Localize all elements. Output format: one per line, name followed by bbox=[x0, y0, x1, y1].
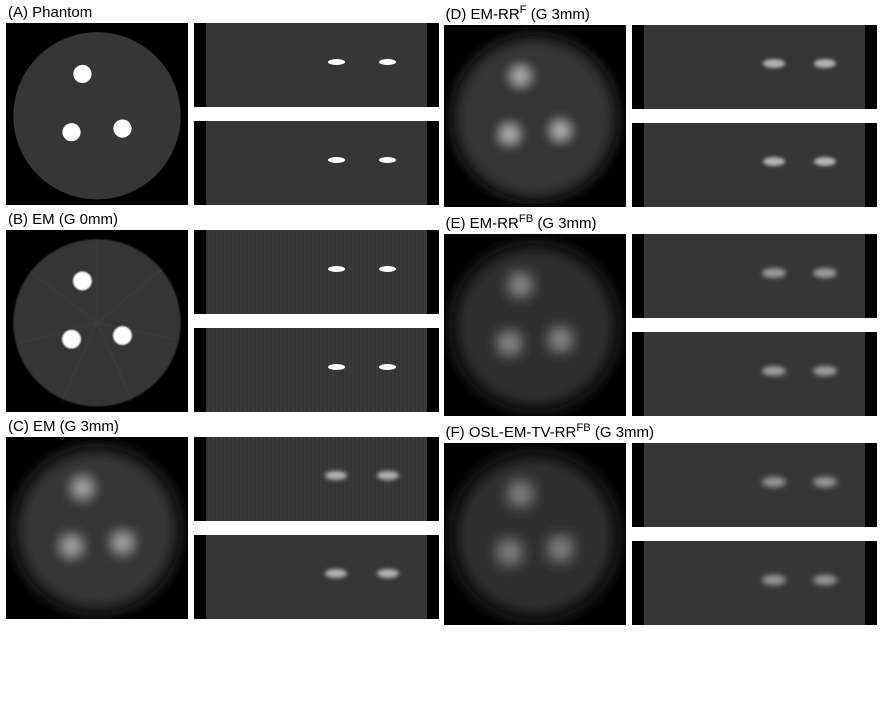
slice-top bbox=[194, 437, 439, 521]
panel-E: (E) EM-RRFB (G 3mm) bbox=[444, 213, 882, 416]
panel-B-slices bbox=[194, 230, 444, 412]
slice-lesion-0 bbox=[762, 575, 786, 585]
panel-A: (A) Phantom bbox=[6, 4, 444, 205]
panel-A-axial bbox=[6, 23, 188, 205]
panel-C-label: (C) EM (G 3mm) bbox=[8, 418, 444, 435]
panel-A-slices bbox=[194, 23, 444, 205]
slice-lesion-0 bbox=[328, 157, 345, 163]
panel-F: (F) OSL-EM-TV-RRFB (G 3mm) bbox=[444, 422, 882, 625]
slice-bg-streak bbox=[206, 230, 427, 314]
slice-lesion-0 bbox=[328, 59, 345, 65]
left-column: (A) Phantom bbox=[6, 4, 444, 631]
slice-bottom bbox=[194, 121, 439, 205]
panel-C-slices bbox=[194, 437, 444, 619]
slice-bg-flat bbox=[206, 23, 427, 107]
panel-D-label: (D) EM-RRF (G 3mm) bbox=[446, 4, 882, 23]
slice-top bbox=[194, 230, 439, 314]
panel-D-axial bbox=[444, 25, 626, 207]
slice-lesion-0 bbox=[763, 59, 785, 68]
slice-lesion-1 bbox=[379, 157, 396, 163]
panel-C-body bbox=[6, 437, 444, 619]
slice-lesion-1 bbox=[813, 477, 837, 487]
slice-top bbox=[632, 443, 877, 527]
right-column: (D) EM-RRF (G 3mm) bbox=[444, 4, 882, 631]
panel-F-slices bbox=[632, 443, 882, 625]
panel-F-label: (F) OSL-EM-TV-RRFB (G 3mm) bbox=[446, 422, 882, 441]
slice-lesion-1 bbox=[379, 266, 396, 272]
panel-F-body bbox=[444, 443, 882, 625]
slice-bottom bbox=[194, 328, 439, 412]
slice-lesion-1 bbox=[813, 268, 837, 278]
panel-E-slices bbox=[632, 234, 882, 416]
slice-lesion-0 bbox=[762, 366, 786, 376]
panel-B-label: (B) EM (G 0mm) bbox=[8, 211, 444, 228]
slice-lesion-1 bbox=[379, 364, 396, 370]
panel-B-axial bbox=[6, 230, 188, 412]
slice-lesion-0 bbox=[328, 364, 345, 370]
panel-E-label: (E) EM-RRFB (G 3mm) bbox=[446, 213, 882, 232]
slice-lesion-1 bbox=[379, 59, 396, 65]
slice-top bbox=[194, 23, 439, 107]
panel-F-axial bbox=[444, 443, 626, 625]
figure-grid: (A) Phantom bbox=[6, 4, 881, 631]
panel-B-body bbox=[6, 230, 444, 412]
slice-lesion-1 bbox=[813, 575, 837, 585]
slice-lesion-0 bbox=[762, 477, 786, 487]
slice-lesion-0 bbox=[763, 157, 785, 166]
panel-E-body bbox=[444, 234, 882, 416]
slice-top bbox=[632, 25, 877, 109]
slice-lesion-1 bbox=[813, 366, 837, 376]
panel-A-body bbox=[6, 23, 444, 205]
slice-lesion-1 bbox=[377, 569, 399, 578]
panel-D: (D) EM-RRF (G 3mm) bbox=[444, 4, 882, 207]
panel-D-body bbox=[444, 25, 882, 207]
panel-C-axial bbox=[6, 437, 188, 619]
slice-bottom bbox=[194, 535, 439, 619]
slice-bottom bbox=[632, 541, 877, 625]
slice-lesion-0 bbox=[328, 266, 345, 272]
panel-A-label: (A) Phantom bbox=[8, 4, 444, 21]
slice-lesion-1 bbox=[377, 471, 399, 480]
slice-bg-streak bbox=[206, 328, 427, 412]
slice-bottom bbox=[632, 123, 877, 207]
slice-top bbox=[632, 234, 877, 318]
slice-lesion-0 bbox=[762, 268, 786, 278]
slice-bottom bbox=[632, 332, 877, 416]
slice-bg-flat bbox=[206, 121, 427, 205]
panel-D-slices bbox=[632, 25, 882, 207]
panel-B: (B) EM (G 0mm) bbox=[6, 211, 444, 412]
panel-E-axial bbox=[444, 234, 626, 416]
panel-C: (C) EM (G 3mm) bbox=[6, 418, 444, 619]
